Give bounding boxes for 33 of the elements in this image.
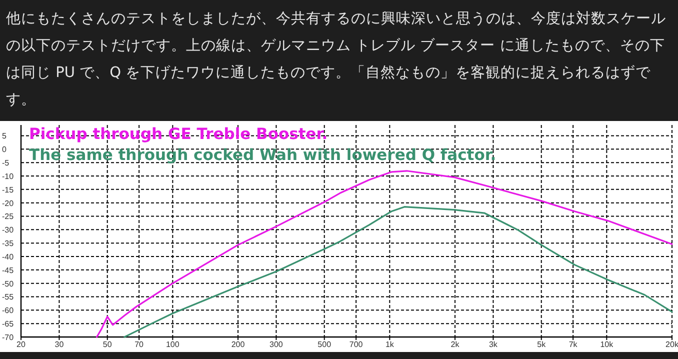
x-tick-label: 2k	[450, 340, 460, 349]
chart-title: 他にもたくさんのテストをしましたが、今共有するのに興味深いと思うのは、今度は対数スケールの以下のテストだけです。上の線は、ゲルマニウム トレブル ブースター に通したもので、その下は同じ PU で、Q を下げたワウに通したものです。「自然なもの」を客観的に捉えられるはずです。	[6, 10, 667, 110]
y-tick-label: -70	[2, 333, 14, 342]
y-tick-label: 0	[2, 145, 7, 154]
y-tick-label: 5	[2, 132, 7, 141]
y-tick-label: -5	[2, 158, 10, 168]
y-tick-label: -30	[2, 226, 14, 235]
y-tick-label: -50	[2, 279, 14, 288]
x-tick-label: 30	[54, 340, 64, 349]
y-tick-label: -55	[2, 292, 14, 302]
x-tick-label: 3k	[488, 340, 498, 349]
y-tick-label: -10	[2, 172, 14, 181]
x-tick-label: 50	[102, 340, 112, 349]
y-tick-label: -65	[2, 320, 14, 329]
x-tick-label: 10k	[600, 340, 614, 349]
y-tick-label: -35	[2, 239, 14, 248]
x-tick-label: 7k	[568, 340, 578, 349]
y-tick-label: -40	[2, 252, 14, 262]
x-tick-label: 100	[166, 340, 180, 349]
x-tick-label: 70	[134, 340, 144, 349]
x-tick-label: 5k	[537, 340, 547, 349]
y-tick-label: -20	[2, 198, 14, 208]
x-tick-label: 200	[231, 340, 246, 349]
x-tick-label: 20	[16, 340, 26, 349]
y-tick-label: -60	[2, 306, 14, 316]
x-tick-label: 300	[270, 340, 284, 349]
y-tick-label: -25	[2, 212, 14, 222]
y-tick-label: -15	[2, 185, 14, 194]
text: The same through cocked Wah with lowered Q factor.	[29, 146, 496, 164]
x-tick-label: 700	[349, 340, 364, 349]
x-tick-label: 500	[318, 340, 332, 349]
y-tick-label: -45	[2, 266, 14, 275]
x-tick-label: 1k	[385, 340, 395, 349]
